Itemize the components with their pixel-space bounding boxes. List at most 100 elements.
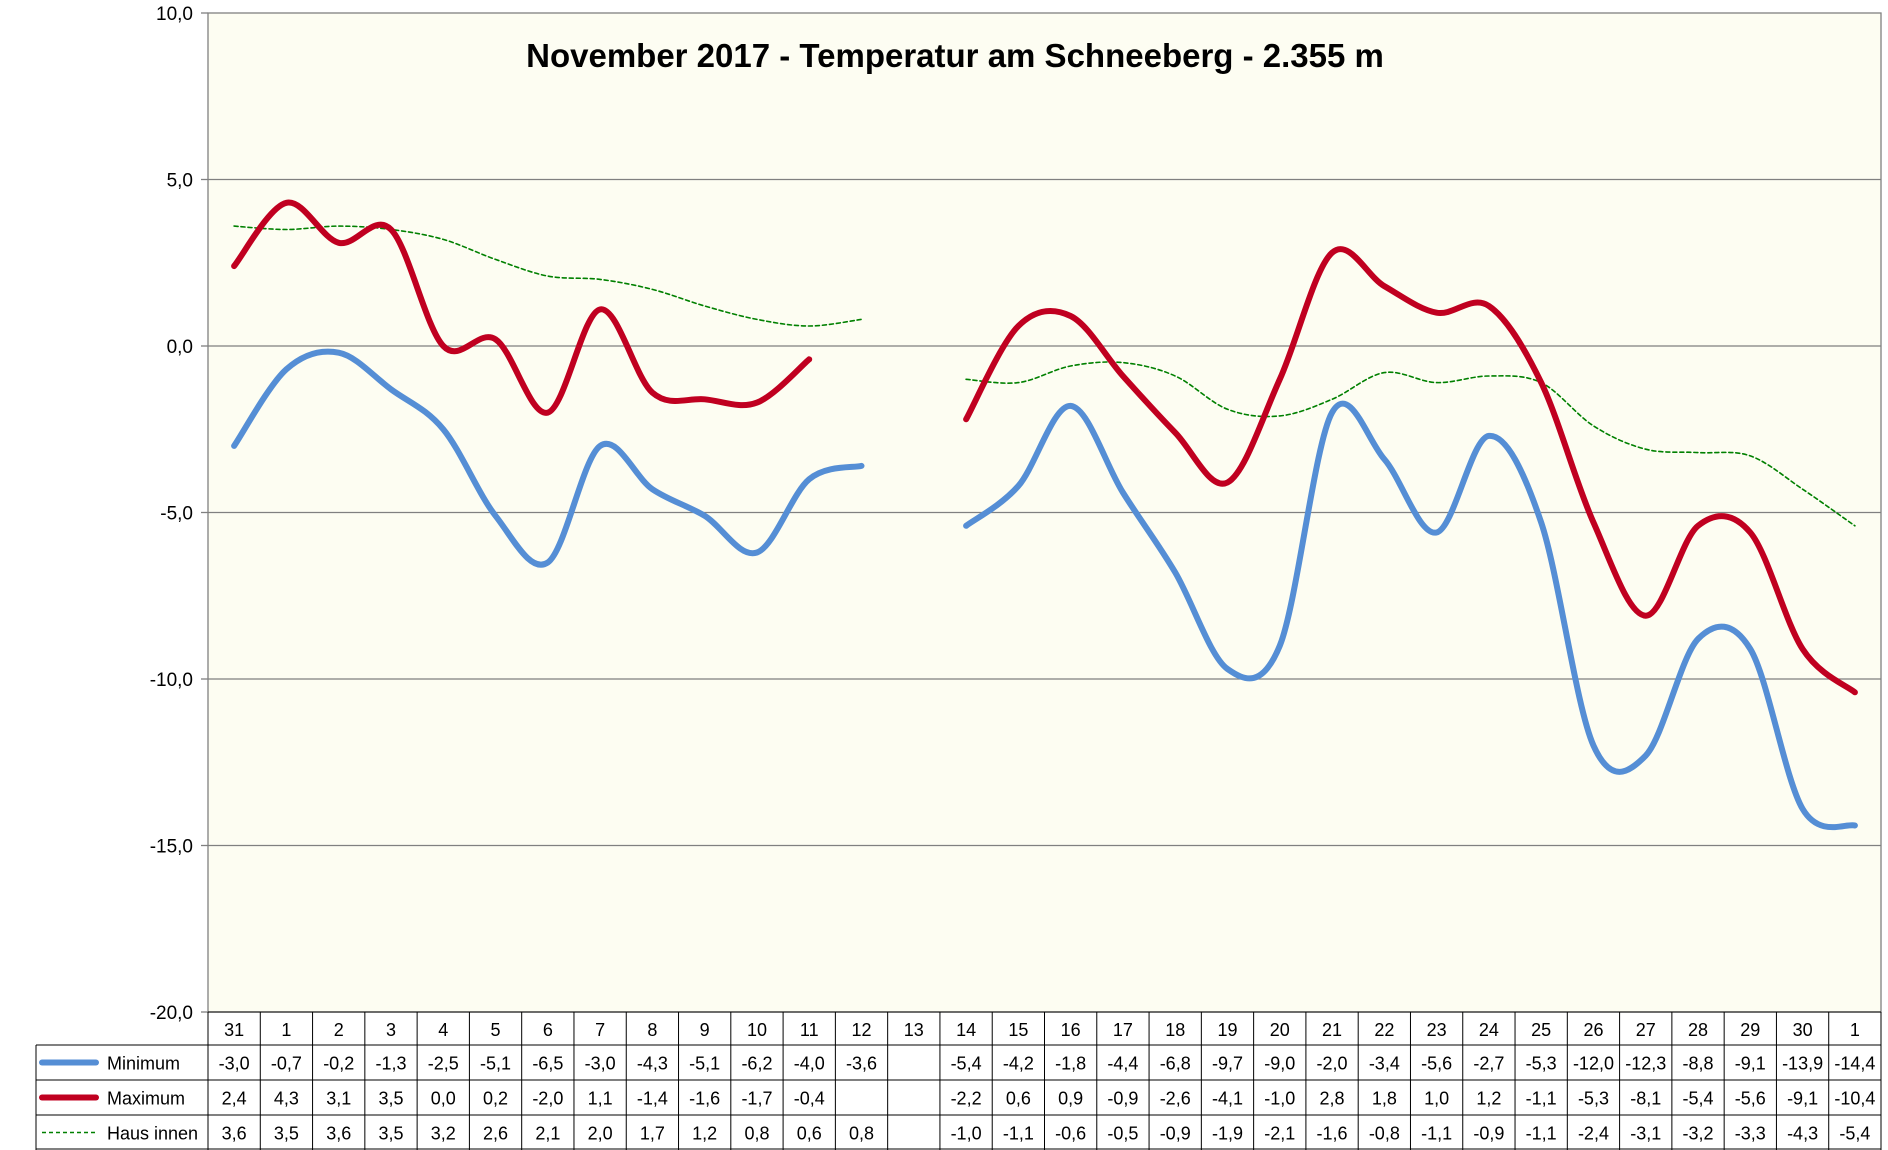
x-tick-label: 27 — [1636, 1020, 1656, 1040]
data-label: -5,1 — [480, 1054, 511, 1074]
data-label: -5,4 — [1839, 1124, 1870, 1144]
data-label: 1,8 — [1372, 1089, 1397, 1109]
x-tick-label: 1 — [281, 1020, 291, 1040]
x-tick-label: 15 — [1008, 1020, 1028, 1040]
x-tick-label: 11 — [800, 1020, 819, 1040]
series-line-maximum — [963, 246, 1858, 696]
data-label: 3,1 — [326, 1089, 351, 1109]
legend-label-maximum: Maximum — [107, 1089, 185, 1109]
series-lines — [231, 199, 1858, 831]
x-tick-label: 14 — [956, 1020, 976, 1040]
x-tick-label: 30 — [1793, 1020, 1813, 1040]
data-label: -1,1 — [1526, 1124, 1557, 1144]
x-tick-label: 20 — [1270, 1020, 1290, 1040]
y-tick-label: -20,0 — [150, 1003, 193, 1024]
data-label: 1,2 — [692, 1124, 717, 1144]
x-tick-label: 29 — [1740, 1020, 1760, 1040]
data-label: -0,9 — [1473, 1124, 1504, 1144]
x-tick-label: 3 — [386, 1020, 396, 1040]
data-label: 2,6 — [483, 1124, 508, 1144]
data-label: 1,7 — [640, 1124, 665, 1144]
data-label: -2,1 — [1264, 1124, 1295, 1144]
data-label: -12,0 — [1573, 1054, 1614, 1074]
data-label: -3,0 — [585, 1054, 616, 1074]
data-label: -6,5 — [532, 1054, 563, 1074]
data-label: -14,4 — [1834, 1054, 1875, 1074]
data-label: -5,4 — [1683, 1089, 1714, 1109]
y-tick-label: 10,0 — [156, 4, 193, 25]
y-tick-label: 5,0 — [167, 171, 193, 192]
data-label: -1,1 — [1003, 1124, 1034, 1144]
data-label: -4,0 — [794, 1054, 825, 1074]
data-label: -5,4 — [951, 1054, 982, 1074]
data-label: -2,7 — [1473, 1054, 1504, 1074]
x-tick-label: 26 — [1583, 1020, 1603, 1040]
series-line-minimum — [963, 400, 1858, 831]
data-label: 4,3 — [274, 1089, 299, 1109]
data-label: 2,0 — [588, 1124, 613, 1144]
data-label: 1,0 — [1424, 1089, 1449, 1109]
data-label: 0,2 — [483, 1089, 508, 1109]
x-tick-label: 7 — [595, 1020, 605, 1040]
x-tick-label: 17 — [1113, 1020, 1133, 1040]
data-label: -1,6 — [689, 1089, 720, 1109]
data-label: -3,3 — [1735, 1124, 1766, 1144]
x-tick-label: 24 — [1479, 1020, 1499, 1040]
data-label: -9,0 — [1264, 1054, 1295, 1074]
x-tick-label: 13 — [904, 1020, 924, 1040]
data-label: -5,6 — [1735, 1089, 1766, 1109]
y-tick-label: -15,0 — [150, 837, 193, 858]
x-tick-label: 9 — [700, 1020, 710, 1040]
data-label: 2,1 — [535, 1124, 560, 1144]
data-label: 3,2 — [431, 1124, 456, 1144]
x-tick-label: 23 — [1427, 1020, 1447, 1040]
data-label: -2,2 — [951, 1089, 982, 1109]
data-label: -0,5 — [1107, 1124, 1138, 1144]
x-tick-label: 12 — [852, 1020, 872, 1040]
data-label: 0,8 — [849, 1124, 874, 1144]
data-label: -12,3 — [1625, 1054, 1666, 1074]
chart-title: November 2017 - Temperatur am Schneeberg… — [526, 37, 1384, 74]
data-label: -2,4 — [1578, 1124, 1609, 1144]
data-label: 1,2 — [1476, 1089, 1501, 1109]
data-label: 2,8 — [1320, 1089, 1345, 1109]
data-label: -5,6 — [1421, 1054, 1452, 1074]
data-label: 0,9 — [1058, 1089, 1083, 1109]
data-label: -0,9 — [1160, 1124, 1191, 1144]
legend-label-minimum: Minimum — [107, 1054, 180, 1074]
data-label: -5,3 — [1526, 1054, 1557, 1074]
data-label: 3,5 — [378, 1124, 403, 1144]
data-label: -6,8 — [1160, 1054, 1191, 1074]
series-line-haus-innen — [233, 225, 863, 327]
data-label: 2,4 — [222, 1089, 247, 1109]
data-label: 3,6 — [222, 1124, 247, 1144]
data-label: -8,1 — [1630, 1089, 1661, 1109]
data-label: -13,9 — [1782, 1054, 1823, 1074]
x-tick-label: 16 — [1061, 1020, 1081, 1040]
data-label: -1,1 — [1526, 1089, 1557, 1109]
x-tick-label: 21 — [1322, 1020, 1342, 1040]
y-tick-label: -5,0 — [160, 504, 193, 525]
data-label: -0,9 — [1107, 1089, 1138, 1109]
data-label: -8,8 — [1683, 1054, 1714, 1074]
data-label: -5,3 — [1578, 1089, 1609, 1109]
data-label: -1,1 — [1421, 1124, 1452, 1144]
data-label: -0,8 — [1369, 1124, 1400, 1144]
x-tick-label: 6 — [543, 1020, 553, 1040]
data-label: 0,6 — [797, 1124, 822, 1144]
data-label: 3,5 — [378, 1089, 403, 1109]
data-label: -1,0 — [1264, 1089, 1295, 1109]
data-label: -1,8 — [1055, 1054, 1086, 1074]
x-tick-label: 28 — [1688, 1020, 1708, 1040]
x-tick-label: 8 — [647, 1020, 657, 1040]
data-label: -1,6 — [1317, 1124, 1348, 1144]
data-label: -2,6 — [1160, 1089, 1191, 1109]
x-tick-label: 4 — [438, 1020, 448, 1040]
data-label: -1,3 — [375, 1054, 406, 1074]
y-tick-label: 0,0 — [167, 337, 193, 358]
data-label: -0,4 — [794, 1089, 825, 1109]
data-label: -2,0 — [1317, 1054, 1348, 1074]
data-label: 0,6 — [1006, 1089, 1031, 1109]
x-tick-label: 18 — [1165, 1020, 1185, 1040]
